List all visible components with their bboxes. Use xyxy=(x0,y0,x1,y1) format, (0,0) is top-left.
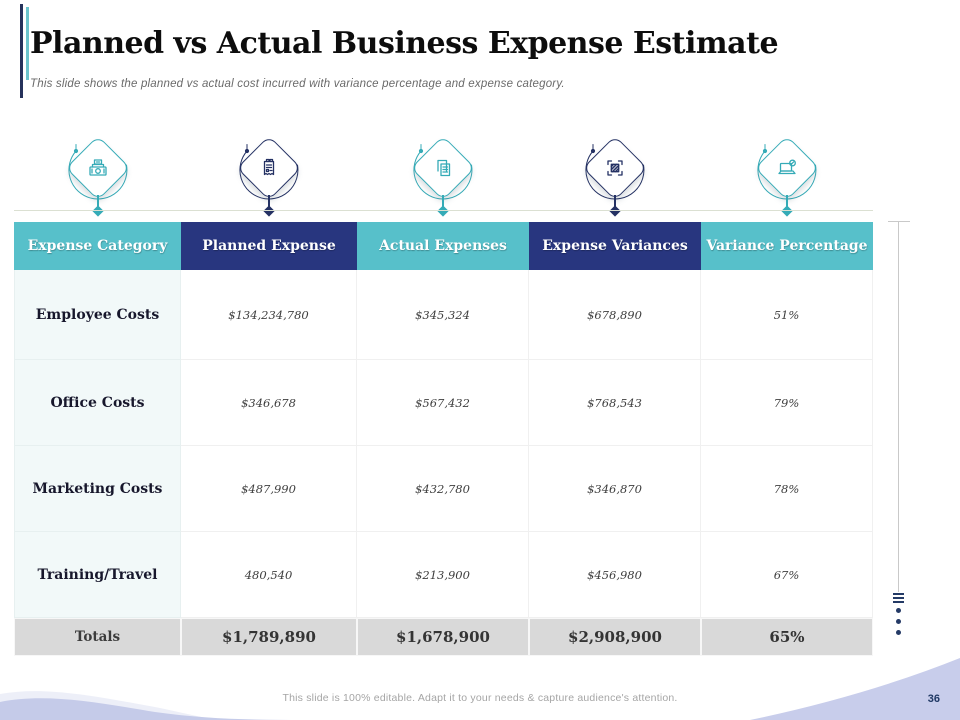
diamond-frame xyxy=(65,135,131,201)
corner-wave-shapes xyxy=(0,658,960,720)
totals-actual: $1,678,900 xyxy=(357,618,529,656)
cell-variance: $346,870 xyxy=(529,446,701,532)
cell-planned: 480,540 xyxy=(181,532,357,618)
row-category: Employee Costs xyxy=(14,270,181,360)
connector-line xyxy=(268,195,270,208)
diamond-frame xyxy=(582,135,648,201)
row-category: Marketing Costs xyxy=(14,446,181,532)
diamond-frame xyxy=(754,135,820,201)
guide-tick xyxy=(893,593,904,595)
receipt-icon xyxy=(263,158,275,176)
cell-variance: $456,980 xyxy=(529,532,701,618)
cell-planned: $487,990 xyxy=(181,446,357,532)
connector-line xyxy=(786,195,788,208)
expense-table: Expense Category Planned Expense Actual … xyxy=(14,222,873,656)
timeline-line xyxy=(14,210,873,211)
connector-line xyxy=(614,195,616,208)
crop-diamond-icon xyxy=(570,130,660,220)
cell-variance-pct: 78% xyxy=(701,446,873,532)
cell-variance: $678,890 xyxy=(529,270,701,360)
right-guide-cap xyxy=(888,221,910,222)
cell-variance: $768,543 xyxy=(529,360,701,446)
page-number: 36 xyxy=(927,693,940,705)
laptop-analysis-diamond-icon xyxy=(742,130,832,220)
totals-variance: $2,908,900 xyxy=(529,618,701,656)
header-actual-expenses: Actual Expenses xyxy=(357,222,529,270)
guide-dot xyxy=(896,630,901,635)
totals-variance-pct: 65% xyxy=(701,618,873,656)
cell-variance-pct: 51% xyxy=(701,270,873,360)
totals-planned: $1,789,890 xyxy=(181,618,357,656)
row-category: Training/Travel xyxy=(14,532,181,618)
documents-icon xyxy=(437,159,451,177)
connector-line xyxy=(97,195,99,208)
cell-actual: $213,900 xyxy=(357,532,529,618)
diamond-frame xyxy=(236,135,302,201)
slide-title: Planned vs Actual Business Expense Estim… xyxy=(30,26,779,61)
header-expense-variances: Expense Variances xyxy=(529,222,701,270)
cash-icon xyxy=(89,159,107,176)
accent-bar-navy xyxy=(20,4,23,98)
footer-note: This slide is 100% editable. Adapt it to… xyxy=(282,692,678,704)
connector-line xyxy=(442,195,444,208)
documents-diamond-icon xyxy=(398,130,488,220)
cash-diamond-icon xyxy=(53,130,143,220)
crop-selection-icon xyxy=(607,160,623,176)
diamond-frame xyxy=(410,135,476,201)
header-expense-category: Expense Category xyxy=(14,222,181,270)
guide-tick xyxy=(893,601,904,603)
cell-planned: $346,678 xyxy=(181,360,357,446)
guide-tick xyxy=(893,597,904,599)
slide-subtitle: This slide shows the planned vs actual c… xyxy=(30,78,565,90)
cell-planned: $134,234,780 xyxy=(181,270,357,360)
cell-actual: $567,432 xyxy=(357,360,529,446)
header-planned-expense: Planned Expense xyxy=(181,222,357,270)
guide-dot xyxy=(896,619,901,624)
cell-variance-pct: 67% xyxy=(701,532,873,618)
cell-actual: $345,324 xyxy=(357,270,529,360)
right-guide-line xyxy=(898,221,899,592)
row-category: Office Costs xyxy=(14,360,181,446)
accent-bar-teal xyxy=(26,7,29,80)
receipt-diamond-icon xyxy=(224,130,314,220)
totals-label: Totals xyxy=(14,618,181,656)
cell-variance-pct: 79% xyxy=(701,360,873,446)
cell-actual: $432,780 xyxy=(357,446,529,532)
guide-dot xyxy=(896,608,901,613)
laptop-analysis-icon xyxy=(778,159,796,175)
header-variance-percentage: Variance Percentage xyxy=(701,222,873,270)
